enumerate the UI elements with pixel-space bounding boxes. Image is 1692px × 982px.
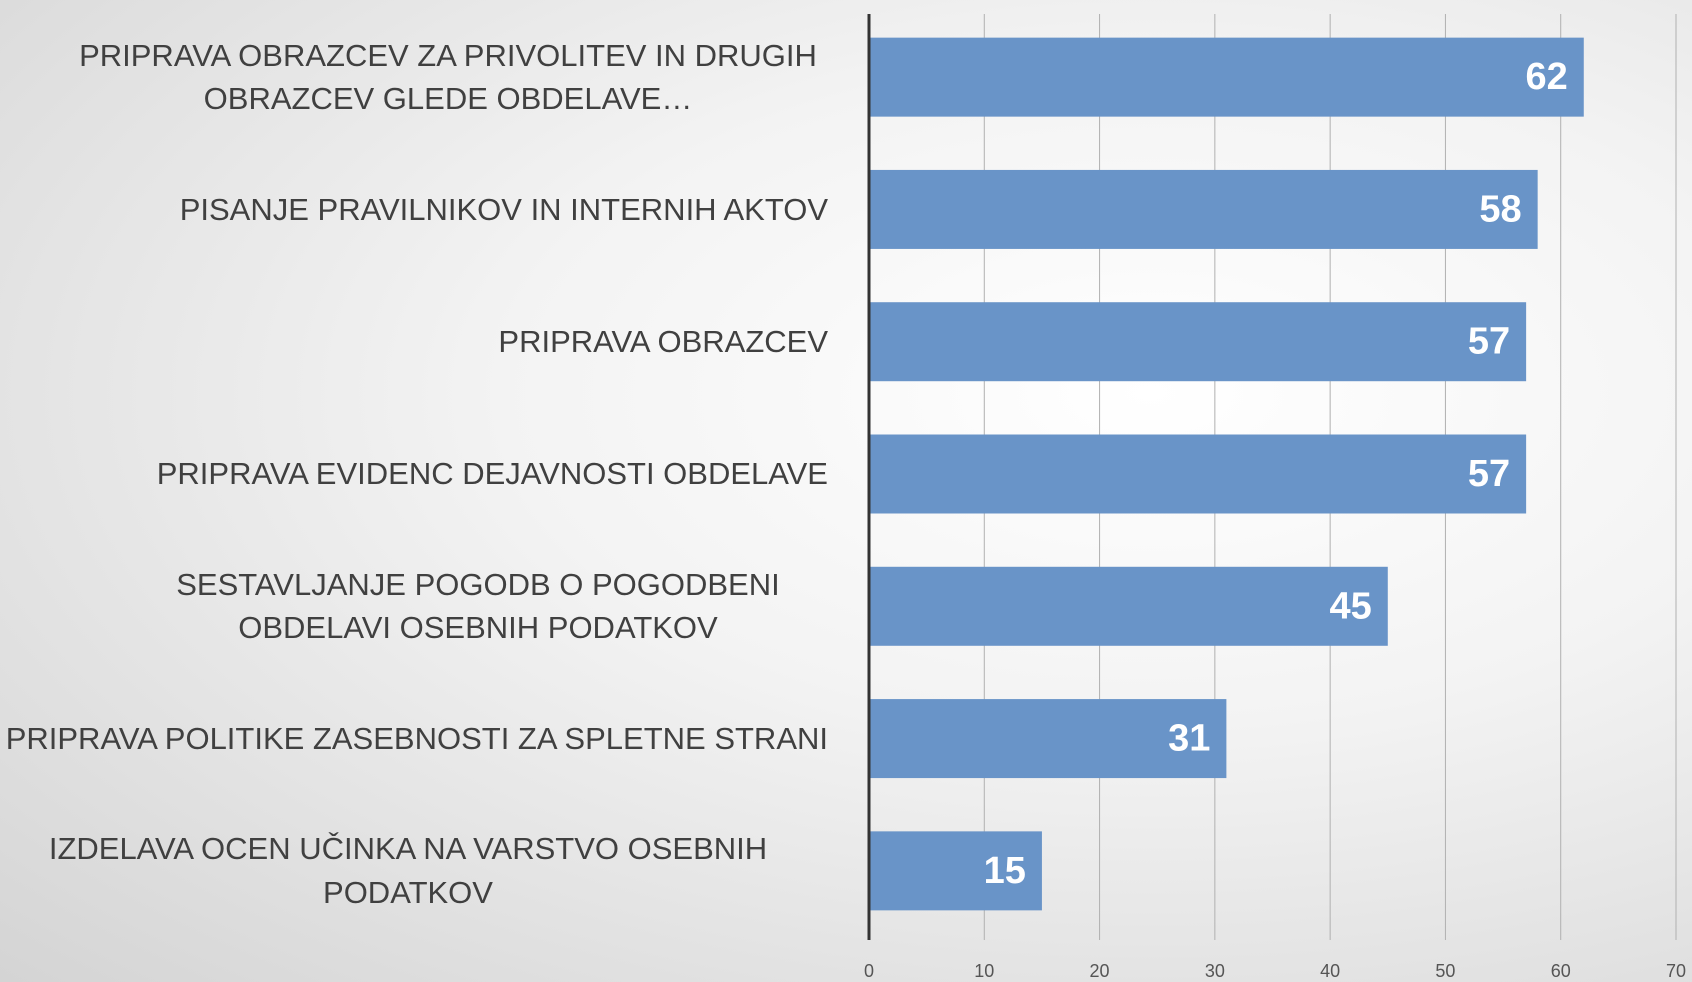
bar bbox=[869, 831, 1042, 911]
category-label-box: PRIPRAVA EVIDENC DEJAVNOSTI OBDELAVE bbox=[0, 414, 828, 534]
value-label: 62 bbox=[1525, 56, 1567, 98]
y-tick-label: PISANJE PRAVILNIKOV IN INTERNIH AKTOV bbox=[179, 191, 828, 227]
x-tick-label: 60 bbox=[1551, 961, 1571, 981]
category-label-box: PRIPRAVA POLITIKE ZASEBNOSTI ZA SPLETNE … bbox=[0, 679, 828, 799]
x-tick-label: 40 bbox=[1320, 961, 1340, 981]
bar bbox=[869, 302, 1527, 382]
y-tick-label: PRIPRAVA OBRAZCEV ZA PRIVOLITEV IN DRUGI… bbox=[79, 37, 817, 117]
x-tick-label: 30 bbox=[1205, 961, 1225, 981]
value-label: 58 bbox=[1479, 188, 1521, 230]
value-label: 45 bbox=[1330, 585, 1372, 627]
y-tick-label: SESTAVLJANJE POGODB O POGODBENI OBDELAVI… bbox=[176, 566, 780, 646]
value-label: 57 bbox=[1468, 321, 1510, 363]
bar bbox=[869, 37, 1584, 117]
x-tick-label: 10 bbox=[974, 961, 994, 981]
value-label: 31 bbox=[1168, 718, 1210, 760]
x-tick-label: 70 bbox=[1666, 961, 1686, 981]
y-tick-label: PRIPRAVA EVIDENC DEJAVNOSTI OBDELAVE bbox=[156, 456, 828, 492]
x-tick-label: 50 bbox=[1435, 961, 1455, 981]
bar bbox=[869, 699, 1227, 779]
y-tick-label: PRIPRAVA OBRAZCEV bbox=[498, 324, 828, 359]
y-tick-label: PRIPRAVA POLITIKE ZASEBNOSTI ZA SPLETNE … bbox=[5, 720, 828, 756]
category-label-box: IZDELAVA OCEN UČINKA NA VARSTVO OSEBNIH … bbox=[0, 811, 828, 931]
y-tick-label: IZDELAVA OCEN UČINKA NA VARSTVO OSEBNIH … bbox=[48, 831, 768, 910]
x-tick-label: 0 bbox=[864, 961, 874, 981]
category-label-box: PRIPRAVA OBRAZCEV ZA PRIVOLITEV IN DRUGI… bbox=[0, 17, 828, 137]
bar bbox=[869, 169, 1538, 249]
value-label: 15 bbox=[984, 850, 1026, 892]
category-label-box: PISANJE PRAVILNIKOV IN INTERNIH AKTOV bbox=[0, 149, 828, 269]
category-label-box: PRIPRAVA OBRAZCEV bbox=[0, 282, 828, 402]
value-label: 57 bbox=[1468, 453, 1510, 495]
bar bbox=[869, 566, 1388, 646]
bar bbox=[869, 434, 1527, 514]
category-label-box: SESTAVLJANJE POGODB O POGODBENI OBDELAVI… bbox=[0, 546, 828, 666]
x-tick-label: 20 bbox=[1090, 961, 1110, 981]
